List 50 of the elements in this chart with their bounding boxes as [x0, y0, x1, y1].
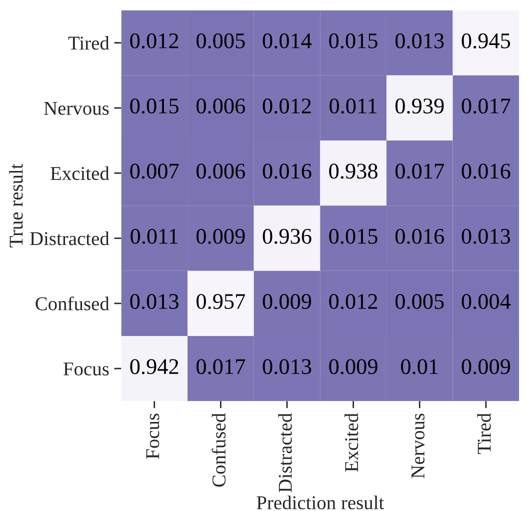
data-label: 0.01 [401, 359, 438, 374]
data-label: 0.015 [329, 33, 378, 48]
data-label: 0.945 [462, 33, 510, 48]
data-label: 0.009 [462, 359, 510, 374]
data-label: 0.004 [462, 294, 511, 310]
y-axis-title: True result [9, 164, 23, 248]
data-label: 0.009 [196, 228, 245, 244]
data-label: 0.012 [262, 98, 311, 114]
data-label: 0.009 [329, 359, 378, 374]
data-label: 0.006 [196, 164, 246, 179]
data-label: 0.938 [329, 164, 378, 179]
data-label: 0.017 [462, 98, 510, 114]
data-label: 0.012 [329, 294, 378, 310]
data-label: 0.016 [395, 228, 444, 244]
y-tick-label: Tired [68, 36, 110, 50]
data-label: 0.015 [130, 98, 178, 114]
x-tick-label: Focus [146, 414, 160, 459]
data-label: 0.013 [395, 33, 444, 48]
x-tick-label: Confused [212, 413, 226, 487]
data-label: 0.011 [330, 98, 377, 114]
y-tick-label: Focus [64, 362, 109, 376]
data-label: 0.011 [130, 228, 178, 244]
y-tick-label: Confused [36, 296, 110, 310]
data-label: 0.007 [130, 164, 179, 179]
data-label: 0.005 [395, 294, 444, 310]
data-label: 0.005 [196, 33, 245, 48]
data-label: 0.013 [462, 228, 510, 244]
data-label: 0.012 [130, 33, 178, 48]
data-label: 0.013 [130, 294, 178, 310]
data-label: 0.016 [262, 164, 312, 179]
data-label: 0.957 [196, 294, 246, 310]
data-label: 0.014 [262, 33, 312, 48]
x-tick-label: Distracted [278, 413, 292, 492]
y-tick-label: Distracted [30, 232, 110, 246]
x-tick-label: Excited [344, 413, 358, 472]
data-label: 0.936 [262, 228, 312, 244]
x-axis-title: Prediction result [256, 496, 384, 510]
y-tick-label: Excited [50, 166, 110, 180]
data-label: 0.013 [262, 359, 312, 374]
data-label: 0.015 [329, 228, 378, 244]
x-tick-label: Nervous [412, 414, 424, 478]
data-label: 0.017 [395, 164, 444, 179]
data-label: 0.017 [196, 359, 246, 374]
data-label: 0.939 [395, 98, 444, 114]
data-label: 0.006 [196, 98, 246, 114]
x-tick-label: Tired [477, 413, 491, 454]
y-tick-label: Nervous [44, 102, 109, 115]
data-label: 0.942 [130, 359, 178, 374]
data-label: 0.016 [462, 164, 510, 179]
data-label: 0.009 [262, 294, 312, 310]
